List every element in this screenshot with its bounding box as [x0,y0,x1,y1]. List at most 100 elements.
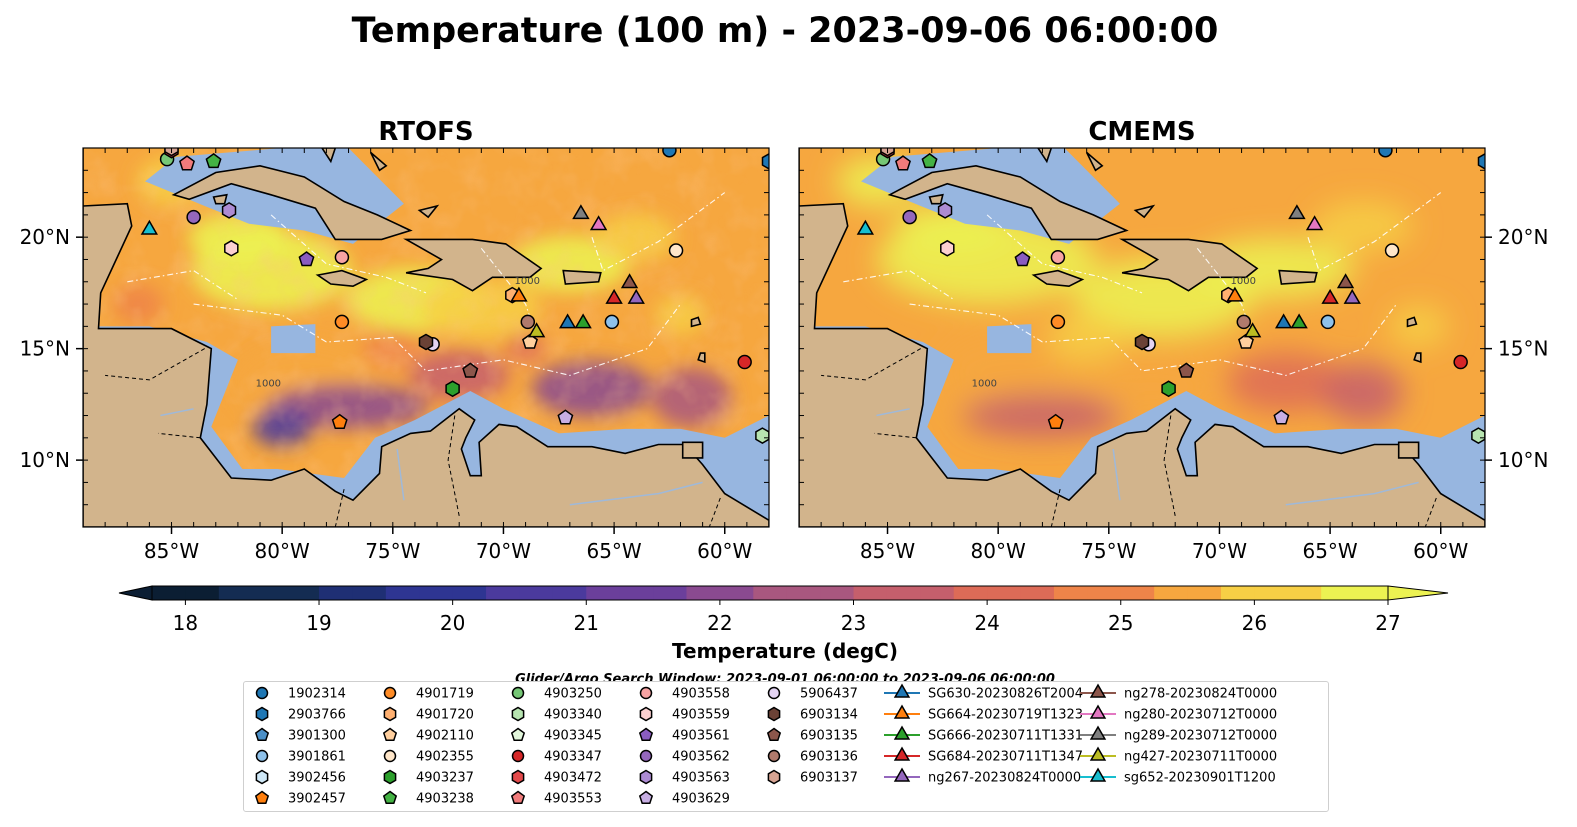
legend-marker-4903238 [382,790,398,805]
country-border [158,432,201,439]
legend-label: 4903561 [672,729,730,744]
panel-frame [798,147,1486,528]
legend-marker-6903134 [767,706,781,722]
obs-marker-2903766 [761,153,769,170]
contour-label: 1000 [515,276,540,287]
legend-label: 4903629 [672,792,730,807]
obs-marker-ng278-20230824T0000 [620,273,639,289]
colorbar-segment [519,586,554,600]
legend-label: 6903134 [800,708,858,723]
legend-marker-3901300 [254,727,270,742]
colorbar-segment [1020,586,1055,600]
legend-label: 4902110 [416,729,474,744]
obs-marker-4901719 [334,314,350,330]
obs-marker-4903562 [902,209,917,225]
colorbar-segment [719,586,754,600]
panel-title: RTOFS [378,117,473,147]
legend-label: SG664-20230719T1323 [928,708,1083,723]
contour-label: 1000 [256,379,281,390]
y-tick-label: 15°N [20,337,70,361]
colorbar-segment [686,586,721,600]
obs-marker-sg652-20230901T1200 [140,219,158,235]
legend-label: ng280-20230712T0000 [1124,708,1277,723]
x-tick-label: 70°W [476,539,531,563]
obs-marker-3902457 [331,413,348,430]
colorbar-segment [920,586,955,600]
country-border [1424,497,1437,527]
legend-label: 4903345 [544,729,602,744]
obs-marker-SG666-20230711T1331 [1290,313,1308,329]
obs-marker-4903558 [334,249,350,265]
legend-label: sg652-20230901T1200 [1124,771,1276,786]
colorbar-tick-label: 22 [707,611,732,635]
land-mass [1406,316,1418,328]
colorbar-tick-label: 25 [1108,611,1133,635]
legend-label: 4901720 [416,708,474,723]
obs-marker-3902457 [1047,413,1064,430]
legend-label: 3902456 [288,771,346,786]
river [1112,448,1121,501]
obs-marker-6903136 [520,314,536,330]
obs-marker-6903134 [418,333,434,351]
field-blob [1225,352,1346,413]
colorbar-tick-label: 19 [306,611,331,635]
obs-marker-4902355 [668,243,684,258]
colorbar-extend-max [1387,585,1449,601]
obs-marker-sg652-20230901T1200 [856,219,874,235]
legend-label: ng278-20230824T0000 [1124,687,1277,702]
legend-marker-4903553 [510,790,526,805]
colorbar-segment [1287,586,1322,600]
legend-label: SG666-20230711T1331 [928,729,1083,744]
legend-marker-4902355 [383,749,397,763]
obs-marker-4903237 [1161,380,1176,398]
legend-marker-SG664-20230719T1323 [893,704,911,719]
obs-marker-SG666-20230711T1331 [574,313,592,329]
obs-marker-3901861 [604,314,620,330]
eez-boundary [1307,192,1442,272]
obs-marker-ng289-20230712T0000 [572,204,590,220]
legend-label: ng267-20230824T0000 [928,771,1081,786]
colorbar-segment [1220,586,1255,600]
colorbar-label: Temperature (degC) [672,639,898,663]
river [396,448,405,501]
land-mass [1119,238,1259,292]
obs-marker-1902314 [1378,148,1393,158]
panel-title: CMEMS [1088,117,1195,147]
legend-label: 4903237 [416,771,474,786]
colorbar-segment [185,586,220,600]
field-blob [1323,363,1404,424]
colorbar-extend-min [118,585,153,601]
obs-marker-4903559 [224,239,239,257]
legend-marker-ng280-20230712T0000 [1089,704,1107,719]
legend-marker-ng278-20230824T0000 [1089,683,1107,698]
obs-marker-4901719 [1050,314,1066,330]
colorbar-segment [953,586,988,600]
obs-marker-4902110 [1238,333,1254,349]
legend-marker-4903237 [383,769,397,785]
colorbar-segment [853,586,888,600]
obs-marker-ng427-20230711T0000 [1244,322,1262,338]
colorbar-segment [753,586,788,600]
obs-marker-4903562 [186,209,201,225]
legend-marker-4903562 [639,749,653,763]
map-area-rtofs: 1000 1000 [83,148,769,527]
obs-marker-ng280-20230712T0000 [1305,215,1324,231]
land-mass [690,316,702,328]
obs-marker-3901861 [1320,314,1336,330]
obs-marker-4903559 [940,239,955,257]
colorbar-segment [653,586,688,600]
obs-marker-SG684-20230711T1347 [1321,288,1339,304]
legend-label: 4903472 [544,771,602,786]
legend-label: 6903136 [800,750,858,765]
legend-label: 4902355 [416,750,474,765]
legend-label: 3902457 [288,792,346,807]
obs-marker-SG664-20230719T1323 [1226,286,1244,302]
legend-marker-4903345 [510,727,526,742]
colorbar-segment [285,586,320,600]
obs-marker-4903553 [895,155,911,171]
field-blob [962,393,1123,438]
x-tick-label: 80°W [255,539,310,563]
legend-marker-4902110 [382,727,398,742]
legend-label: 4901719 [416,687,474,702]
x-tick-label: 85°W [144,539,199,563]
